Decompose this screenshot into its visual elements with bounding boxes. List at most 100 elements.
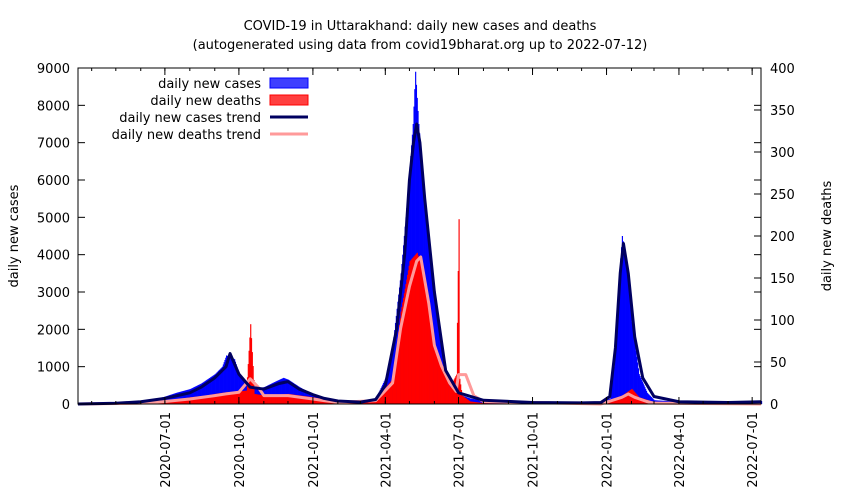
- deaths-bar: [410, 260, 412, 404]
- deaths-bar: [377, 397, 379, 404]
- cases-bar: [616, 321, 618, 404]
- deaths-bar: [206, 395, 208, 404]
- cases-bar: [638, 374, 640, 404]
- deaths-bar: [242, 390, 245, 404]
- deaths-bar: [242, 391, 244, 404]
- deaths-bar: [623, 394, 625, 404]
- deaths-bar: [270, 395, 272, 404]
- cases-bar: [415, 71, 417, 404]
- deaths-bar: [301, 395, 303, 404]
- cases-bar: [291, 382, 294, 404]
- deaths-bar: [195, 396, 197, 404]
- deaths-bar: [259, 394, 261, 404]
- deaths-bar: [443, 373, 445, 404]
- cases-bar: [415, 84, 418, 405]
- deaths-bar: [277, 394, 279, 404]
- deaths-bar: [614, 398, 616, 404]
- deaths-bar: [204, 395, 206, 404]
- deaths-bar: [209, 394, 211, 404]
- deaths-bar: [239, 391, 241, 404]
- y-tick-label: 7000: [37, 137, 70, 152]
- deaths-bar: [385, 387, 387, 404]
- cases-bar: [634, 345, 636, 404]
- cases-bar: [761, 401, 763, 404]
- cases-bar: [652, 398, 654, 404]
- cases-bar: [224, 359, 226, 404]
- deaths-bar: [222, 392, 224, 404]
- deaths-bar: [244, 390, 246, 404]
- deaths-bar: [311, 397, 313, 404]
- deaths-bar: [615, 398, 617, 404]
- deaths-bar: [618, 396, 620, 404]
- deaths-bar: [432, 334, 434, 404]
- deaths-bar: [243, 390, 245, 404]
- deaths-bar: [448, 383, 450, 404]
- cases-bar: [226, 355, 228, 404]
- y2-axis-label: daily new deaths: [820, 180, 835, 291]
- cases-bar: [479, 400, 481, 404]
- cases-bar: [232, 358, 234, 404]
- cases-bar: [633, 333, 635, 404]
- deaths-bar: [182, 398, 184, 404]
- cases-bar: [625, 262, 627, 404]
- deaths-bar: [279, 394, 282, 404]
- cases-bar: [281, 378, 283, 404]
- deaths-bar: [221, 392, 223, 404]
- y2-tick-label: 400: [770, 62, 795, 77]
- deaths-bar: [231, 391, 233, 404]
- cases-bar: [230, 357, 232, 404]
- cases-bar: [275, 381, 278, 404]
- deaths-bar: [303, 395, 305, 404]
- cases-bar: [641, 381, 644, 404]
- cases-bar: [235, 364, 237, 404]
- deaths-bar: [613, 398, 615, 404]
- cases-bar: [270, 384, 272, 404]
- deaths-bar: [264, 395, 266, 404]
- deaths-bar: [280, 394, 282, 404]
- deaths-bar: [426, 289, 428, 404]
- deaths-bar: [452, 382, 454, 404]
- y2-tick-label: 100: [770, 314, 795, 329]
- deaths-bar: [241, 391, 243, 404]
- cases-bar: [196, 385, 198, 404]
- deaths-bar: [617, 397, 619, 404]
- cases-bar: [176, 392, 178, 404]
- deaths-bar: [186, 397, 188, 404]
- deaths-bar: [431, 328, 434, 404]
- deaths-bar: [192, 397, 194, 404]
- deaths-bar: [449, 387, 451, 404]
- deaths-bar: [475, 402, 477, 404]
- deaths-bar: [180, 398, 183, 404]
- cases-bar: [643, 385, 645, 404]
- deaths-bar: [230, 391, 232, 404]
- cases-bar: [219, 369, 221, 404]
- cases-bar: [648, 394, 650, 404]
- deaths-bar: [464, 397, 467, 404]
- cases-bar: [209, 377, 212, 404]
- cases-bar: [637, 368, 640, 404]
- deaths-bar: [396, 345, 398, 404]
- deaths-bar: [461, 395, 463, 404]
- deaths-bar: [421, 267, 423, 404]
- deaths-bar: [299, 395, 301, 404]
- deaths-bar: [189, 397, 191, 404]
- deaths-bar: [408, 265, 410, 404]
- deaths-bar: [424, 278, 426, 404]
- deaths-bar: [453, 379, 455, 404]
- deaths-bar: [626, 392, 628, 404]
- cases-bar: [192, 387, 194, 404]
- deaths-bar: [480, 402, 482, 404]
- trend-lines: [77, 122, 762, 406]
- deaths-bar: [435, 348, 437, 404]
- deaths-bar: [255, 394, 257, 404]
- deaths-bar: [229, 392, 231, 404]
- deaths-bar: [224, 392, 226, 404]
- deaths-bar: [412, 257, 414, 404]
- cases-bar: [218, 369, 220, 404]
- cases-bar: [640, 377, 642, 404]
- deaths-bar: [254, 393, 256, 404]
- deaths-bar: [266, 395, 268, 404]
- cases-bar: [174, 393, 176, 404]
- deaths-bar: [309, 396, 311, 404]
- deaths-bar: [267, 395, 270, 404]
